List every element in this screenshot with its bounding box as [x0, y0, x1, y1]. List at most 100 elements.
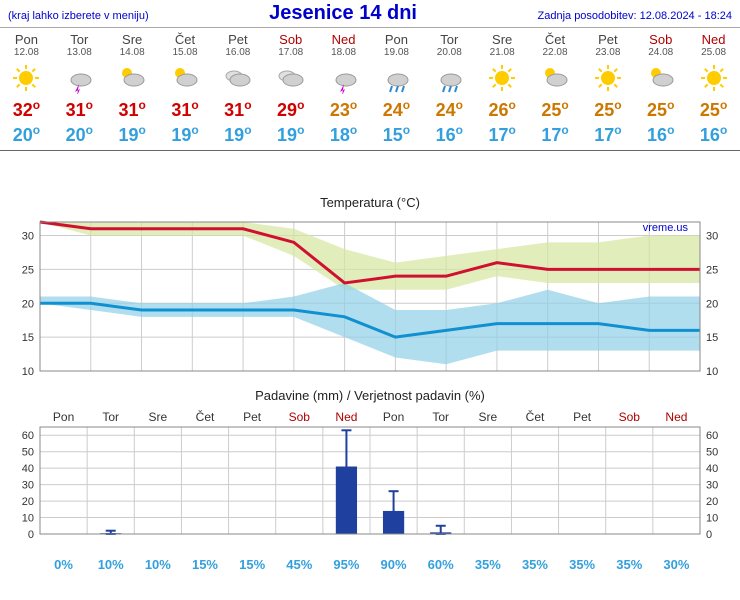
temp-chart: vreme.us 10101515202025253030 — [0, 214, 740, 384]
temp-high: 26o — [476, 98, 529, 121]
weather-icon — [370, 62, 423, 94]
svg-text:Ned: Ned — [335, 410, 357, 424]
forecast-day: Pon12.0832o20o — [0, 28, 53, 150]
svg-text:Pet: Pet — [573, 410, 592, 424]
svg-text:60: 60 — [706, 430, 718, 442]
svg-text:30: 30 — [22, 480, 34, 492]
temp-high: 25o — [634, 98, 687, 121]
date-label: 17.08 — [264, 47, 317, 58]
date-label: 25.08 — [687, 47, 740, 58]
svg-text:20: 20 — [706, 496, 718, 508]
date-label: 19.08 — [370, 47, 423, 58]
menu-hint: (kraj lahko izberete v meniju) — [8, 10, 149, 22]
svg-text:20: 20 — [22, 298, 34, 310]
weather-icon — [476, 62, 529, 94]
weather-icon — [0, 62, 53, 94]
svg-text:Sob: Sob — [289, 410, 311, 424]
temp-low: 16o — [423, 123, 476, 146]
temp-high: 25o — [581, 98, 634, 121]
precip-prob: 15% — [229, 557, 276, 572]
header: (kraj lahko izberete v meniju) Jesenice … — [0, 0, 740, 28]
precip-prob: 30% — [653, 557, 700, 572]
temp-low: 17o — [581, 123, 634, 146]
date-label: 12.08 — [0, 47, 53, 58]
temp-high: 29o — [264, 98, 317, 121]
precip-prob: 35% — [464, 557, 511, 572]
forecast-day: Sob17.0829o19o — [264, 28, 317, 150]
precip-prob: 90% — [370, 557, 417, 572]
day-label: Čet — [159, 32, 212, 47]
precip-chart-svg: 00101020203030404050506060PonTorSreČetPe… — [0, 407, 740, 552]
temp-low: 17o — [476, 123, 529, 146]
date-label: 20.08 — [423, 47, 476, 58]
svg-text:Pon: Pon — [383, 410, 404, 424]
temp-high: 31o — [211, 98, 264, 121]
page-title: Jesenice 14 dni — [269, 2, 417, 25]
svg-text:Ned: Ned — [665, 410, 687, 424]
weather-icon — [529, 62, 582, 94]
temp-low: 19o — [159, 123, 212, 146]
precip-prob: 35% — [606, 557, 653, 572]
svg-text:10: 10 — [706, 513, 718, 525]
day-label: Čet — [529, 32, 582, 47]
forecast-row: Pon12.0832o20oTor13.0831o20oSre14.0831o1… — [0, 28, 740, 151]
svg-text:10: 10 — [706, 366, 718, 378]
precip-prob: 15% — [181, 557, 228, 572]
svg-text:40: 40 — [22, 463, 34, 475]
forecast-day: Sre14.0831o19o — [106, 28, 159, 150]
svg-text:60: 60 — [22, 430, 34, 442]
date-label: 23.08 — [581, 47, 634, 58]
precip-prob: 35% — [559, 557, 606, 572]
temp-chart-title: Temperatura (°C) — [0, 195, 740, 210]
temp-high: 24o — [370, 98, 423, 121]
precip-chart: 00101020203030404050506060PonTorSreČetPe… — [0, 407, 740, 557]
forecast-day: Sre21.0826o17o — [476, 28, 529, 150]
date-label: 15.08 — [159, 47, 212, 58]
weather-icon — [423, 62, 476, 94]
date-label: 24.08 — [634, 47, 687, 58]
forecast-day: Pet16.08 31o19o — [211, 28, 264, 150]
day-label: Tor — [423, 32, 476, 47]
svg-text:10: 10 — [22, 366, 34, 378]
weather-icon — [317, 62, 370, 94]
svg-text:30: 30 — [706, 480, 718, 492]
date-label: 13.08 — [53, 47, 106, 58]
day-label: Tor — [53, 32, 106, 47]
weather-icon — [53, 62, 106, 94]
day-label: Sob — [634, 32, 687, 47]
svg-text:40: 40 — [706, 463, 718, 475]
forecast-day: Pet23.08 25o17o — [581, 28, 634, 150]
svg-text:10: 10 — [22, 513, 34, 525]
forecast-day: Tor20.0824o16o — [423, 28, 476, 150]
date-label: 18.08 — [317, 47, 370, 58]
temp-low: 20o — [0, 123, 53, 146]
svg-text:Sre: Sre — [149, 410, 168, 424]
temp-high: 25o — [687, 98, 740, 121]
svg-text:25: 25 — [706, 264, 718, 276]
svg-text:Pet: Pet — [243, 410, 262, 424]
svg-text:Tor: Tor — [102, 410, 119, 424]
temp-low: 16o — [634, 123, 687, 146]
svg-text:Sre: Sre — [479, 410, 498, 424]
temp-low: 16o — [687, 123, 740, 146]
svg-text:30: 30 — [706, 231, 718, 243]
temp-high: 31o — [53, 98, 106, 121]
svg-text:Tor: Tor — [432, 410, 449, 424]
svg-text:25: 25 — [22, 264, 34, 276]
day-label: Ned — [687, 32, 740, 47]
date-label: 16.08 — [211, 47, 264, 58]
svg-text:0: 0 — [28, 529, 34, 541]
svg-text:20: 20 — [22, 496, 34, 508]
watermark: vreme.us — [643, 222, 688, 234]
precip-probability-row: 0%10%10%15%15%45%95%90%60%35%35%35%35%30… — [0, 557, 740, 572]
day-label: Sob — [264, 32, 317, 47]
weather-icon — [634, 62, 687, 94]
temp-low: 19o — [211, 123, 264, 146]
weather-icon — [687, 62, 740, 94]
temp-high: 31o — [159, 98, 212, 121]
day-label: Pet — [581, 32, 634, 47]
svg-text:Čet: Čet — [526, 409, 545, 424]
day-label: Ned — [317, 32, 370, 47]
svg-text:15: 15 — [22, 332, 34, 344]
day-label: Pet — [211, 32, 264, 47]
